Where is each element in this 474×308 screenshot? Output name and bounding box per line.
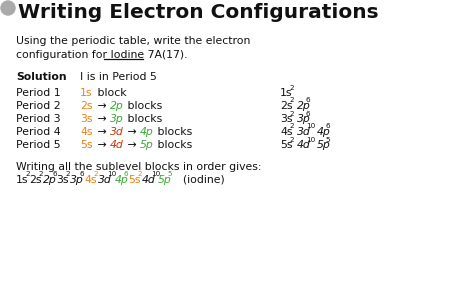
Text: →: → <box>124 127 140 137</box>
Text: 5p: 5p <box>158 175 172 185</box>
Text: 2: 2 <box>289 98 294 103</box>
Text: 6: 6 <box>306 111 310 116</box>
Text: 4p: 4p <box>115 175 128 185</box>
Text: 1s: 1s <box>16 175 28 185</box>
Text: Period 3: Period 3 <box>16 114 61 124</box>
Text: Period 4: Period 4 <box>16 127 61 137</box>
Text: 6: 6 <box>326 124 330 129</box>
Text: blocks: blocks <box>154 127 192 137</box>
Text: 2p: 2p <box>43 175 57 185</box>
Text: 10: 10 <box>306 136 315 143</box>
Text: 3p: 3p <box>297 114 310 124</box>
Text: 2: 2 <box>94 172 99 177</box>
Text: I is in Period 5: I is in Period 5 <box>80 72 157 82</box>
Text: 2: 2 <box>289 111 294 116</box>
Text: →: → <box>124 140 140 150</box>
Text: blocks: blocks <box>154 140 192 150</box>
Text: 2s: 2s <box>80 101 92 111</box>
Text: →: → <box>94 140 110 150</box>
Text: 2p: 2p <box>110 101 124 111</box>
Text: Period 2: Period 2 <box>16 101 61 111</box>
Text: 10: 10 <box>151 172 160 177</box>
Text: 2s: 2s <box>280 101 292 111</box>
Text: 10: 10 <box>107 172 117 177</box>
Text: x: x <box>5 3 11 13</box>
Text: 4s: 4s <box>84 175 97 185</box>
Text: Writing all the sublevel blocks in order gives:: Writing all the sublevel blocks in order… <box>16 162 262 172</box>
Text: 6: 6 <box>124 172 128 177</box>
Text: 3p: 3p <box>110 114 124 124</box>
Text: Period 5: Period 5 <box>16 140 61 150</box>
Text: 5p: 5p <box>316 140 330 150</box>
Text: 2: 2 <box>137 172 142 177</box>
Text: Period 1: Period 1 <box>16 88 61 98</box>
Text: 4p: 4p <box>316 127 330 137</box>
Text: →: → <box>94 114 110 124</box>
Text: 5s: 5s <box>280 140 292 150</box>
Circle shape <box>1 1 15 15</box>
Text: 3s: 3s <box>80 114 92 124</box>
Text: 5: 5 <box>326 136 330 143</box>
Text: 4d: 4d <box>110 140 124 150</box>
Text: 5p: 5p <box>140 140 154 150</box>
Text: blocks: blocks <box>124 114 162 124</box>
Text: 2: 2 <box>289 124 294 129</box>
Text: 4d: 4d <box>141 175 155 185</box>
Text: 6: 6 <box>52 172 57 177</box>
Text: 2: 2 <box>289 136 294 143</box>
Text: 3p: 3p <box>70 175 84 185</box>
Text: Using the periodic table, write the electron: Using the periodic table, write the elec… <box>16 36 250 46</box>
Text: 3d: 3d <box>297 127 310 137</box>
Text: (iodine): (iodine) <box>175 175 224 185</box>
Text: 2: 2 <box>39 172 44 177</box>
Text: Writing Electron Configurations: Writing Electron Configurations <box>18 3 379 22</box>
Text: 5s: 5s <box>80 140 92 150</box>
Text: 3d: 3d <box>110 127 124 137</box>
Text: 4p: 4p <box>140 127 154 137</box>
Text: 3s: 3s <box>56 175 69 185</box>
Text: 2: 2 <box>66 172 71 177</box>
Text: 2s: 2s <box>29 175 42 185</box>
Text: 10: 10 <box>306 124 315 129</box>
Text: 5: 5 <box>167 172 172 177</box>
Text: →: → <box>94 127 110 137</box>
Text: 2p: 2p <box>297 101 310 111</box>
Text: 4d: 4d <box>297 140 310 150</box>
Text: 6: 6 <box>306 98 310 103</box>
Text: 3s: 3s <box>280 114 292 124</box>
Text: blocks: blocks <box>124 101 162 111</box>
Text: →: → <box>94 101 110 111</box>
Text: 4s: 4s <box>80 127 92 137</box>
Text: 6: 6 <box>79 172 84 177</box>
Text: 1s: 1s <box>80 88 92 98</box>
Text: 1s: 1s <box>280 88 292 98</box>
Text: 4s: 4s <box>280 127 292 137</box>
Text: 3d: 3d <box>98 175 112 185</box>
Text: 2: 2 <box>26 172 30 177</box>
Text: block: block <box>94 88 127 98</box>
Text: configuration for Iodine 7A(17).: configuration for Iodine 7A(17). <box>16 50 188 60</box>
Text: 5s: 5s <box>128 175 140 185</box>
Text: 2: 2 <box>289 84 294 91</box>
Text: Solution: Solution <box>16 72 67 82</box>
